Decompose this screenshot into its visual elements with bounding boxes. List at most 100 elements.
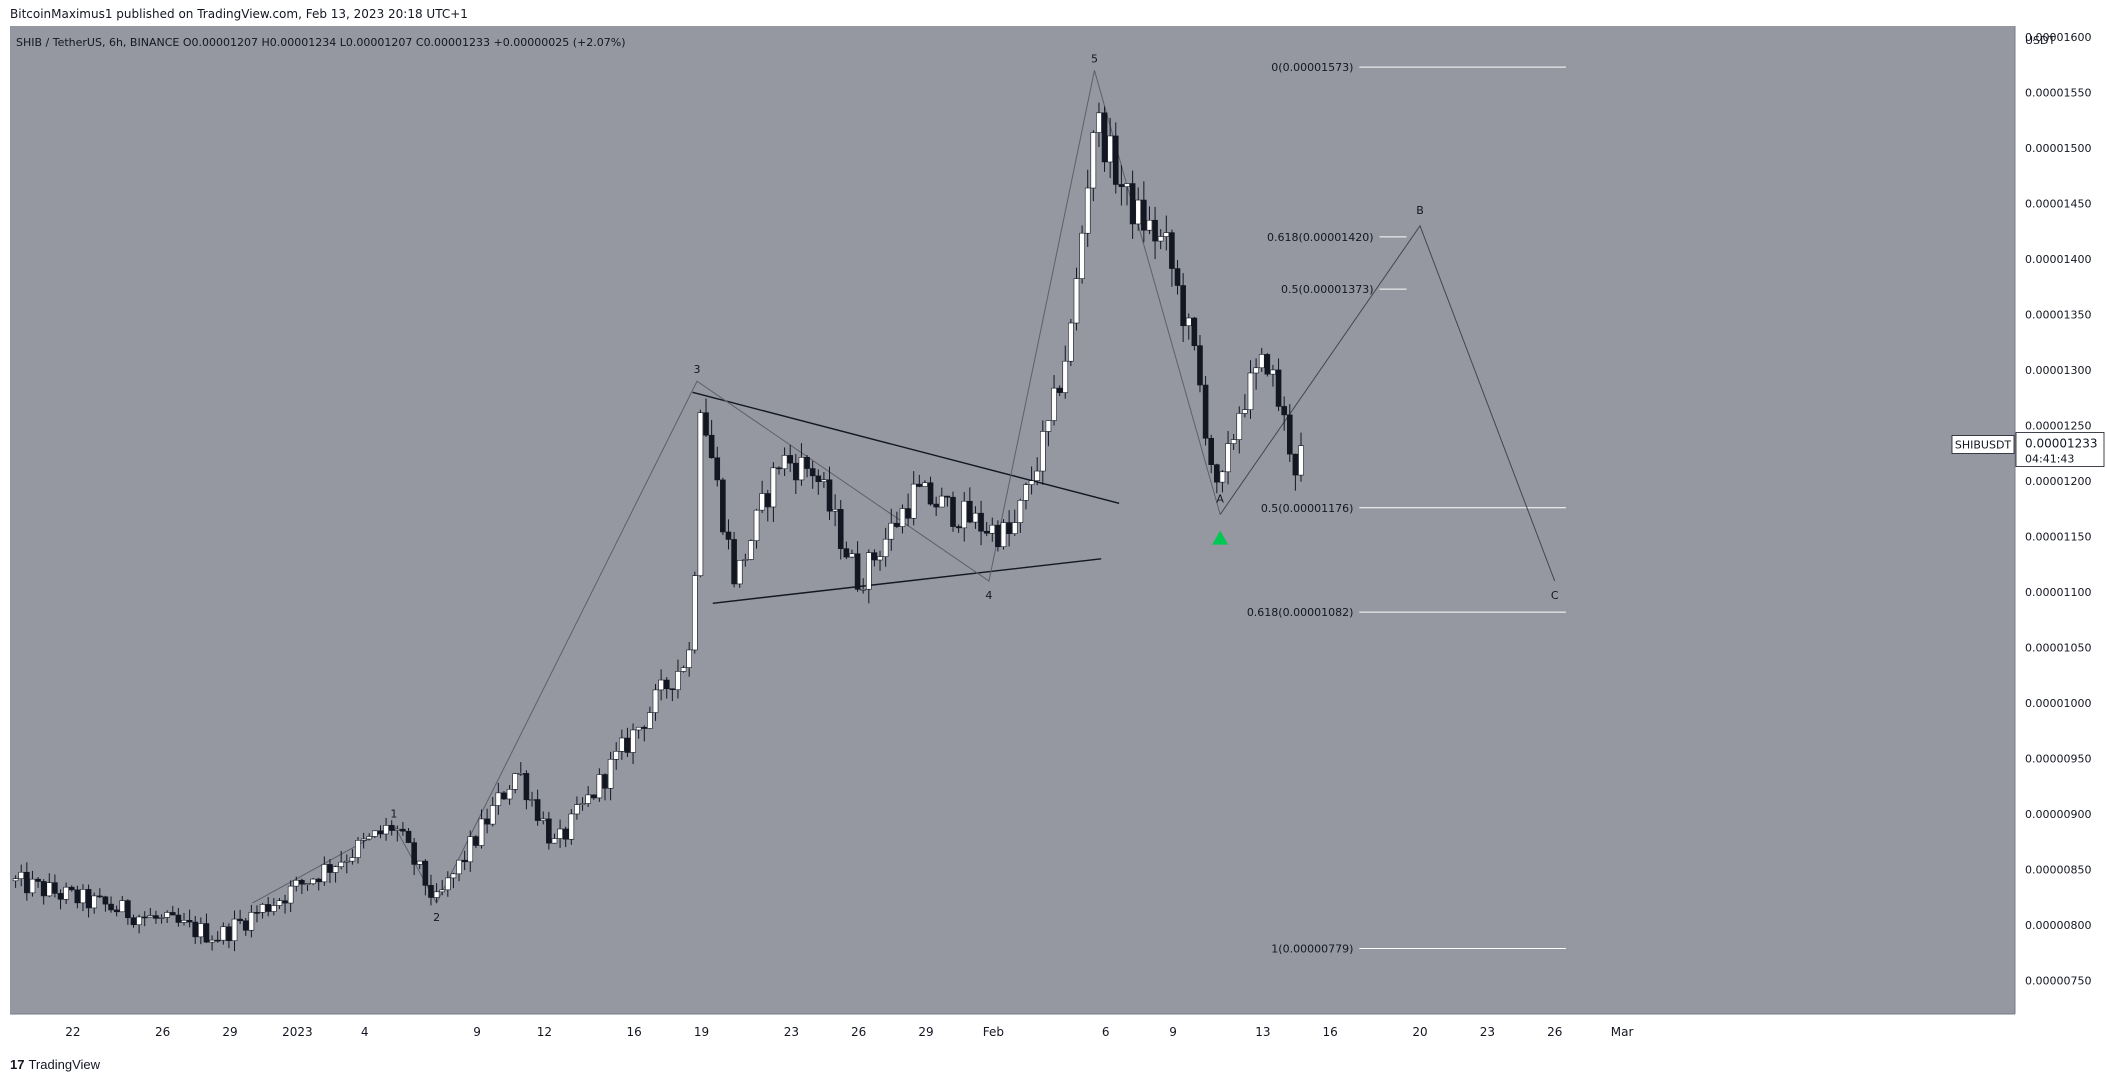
candle [1096,112,1102,133]
candle [832,509,838,512]
candle [1286,414,1293,455]
candle [125,900,131,919]
candle [242,920,249,931]
candle [815,475,822,482]
candle [809,468,816,477]
candle [355,840,361,858]
candle [720,479,726,533]
abc-label: C [1551,589,1559,602]
candle [57,893,64,900]
legend-c-label: C [416,36,424,49]
x-tick-label: 13 [1255,1025,1270,1039]
y-tick-label: 0.00001500 [2025,142,2091,155]
candle [265,904,272,912]
candle [119,900,126,913]
candle [12,878,19,882]
candle [327,864,333,873]
candle [691,575,698,651]
candle [826,479,833,512]
candle [770,467,777,508]
triangle-trendline [692,391,1120,505]
candle [1146,219,1153,231]
footer: 17 TradingView [0,1048,2107,1079]
y-tick-label: 0.00001400 [2025,253,2091,266]
x-tick-label: 20 [1412,1025,1427,1039]
tradingview-logo[interactable]: 17 TradingView [10,1057,100,1072]
candle [933,503,939,508]
candle [1253,367,1259,374]
candle [725,531,732,540]
candle [731,539,737,585]
candle [787,455,794,464]
candle [248,912,255,931]
candle [574,804,580,815]
candle [1124,183,1130,187]
candle [169,912,176,916]
candle [540,818,547,821]
candle [501,792,507,800]
candle [1247,372,1254,410]
candle [186,919,193,923]
candle [400,828,406,832]
candle [1101,112,1108,163]
y-tick-label: 0.00001100 [2025,586,2091,599]
candle [68,886,75,891]
candle [529,799,535,801]
candle [854,553,861,590]
candle [102,896,109,905]
wave-label: 5 [1091,52,1098,65]
candle [445,877,451,891]
candle [714,457,721,481]
candle [1208,437,1215,465]
candle [927,482,934,505]
candle [798,457,805,481]
candle [759,493,765,511]
symbol-tag [1951,435,2015,454]
legend-l-label: L [340,36,347,49]
fib-label: 1(0.00000779) [1271,943,1353,956]
candle [338,861,344,868]
candle [938,495,945,508]
candle [220,926,227,941]
candle [1169,232,1175,269]
candle [24,871,30,894]
candle [866,552,872,590]
candle [703,412,709,436]
candle [1264,354,1271,375]
candle [271,905,277,912]
candle [1090,132,1097,189]
fib-label: 0.618(0.00001082) [1247,606,1354,619]
candle [175,914,182,923]
abc-projection-line [1219,224,1556,582]
x-tick-label: 16 [627,1025,642,1039]
candle [1023,484,1029,501]
candle [753,509,760,541]
x-tick-label: Mar [1611,1025,1634,1039]
candle [546,818,552,844]
candle [680,667,687,672]
last-price-tag [2015,432,2105,467]
candle [282,900,288,904]
candle [80,889,86,904]
x-tick-label: 22 [65,1025,80,1039]
candle [1236,413,1243,440]
candle [590,794,597,799]
wave-label: 4 [985,589,992,602]
candle [652,689,659,713]
candle [793,462,799,481]
candle [315,878,322,883]
candle [1298,445,1304,476]
abc-label: B [1416,204,1424,217]
candle [602,774,608,789]
candle [944,495,951,498]
candle [641,726,648,729]
candle [405,830,412,843]
candle [916,483,923,487]
candle [989,524,996,534]
legend-h-value: 0.00001234 [270,36,340,49]
publish-line: BitcoinMaximus1 published on TradingView… [10,7,468,21]
candle [394,828,401,831]
candle [1152,219,1158,242]
candle [658,679,664,691]
